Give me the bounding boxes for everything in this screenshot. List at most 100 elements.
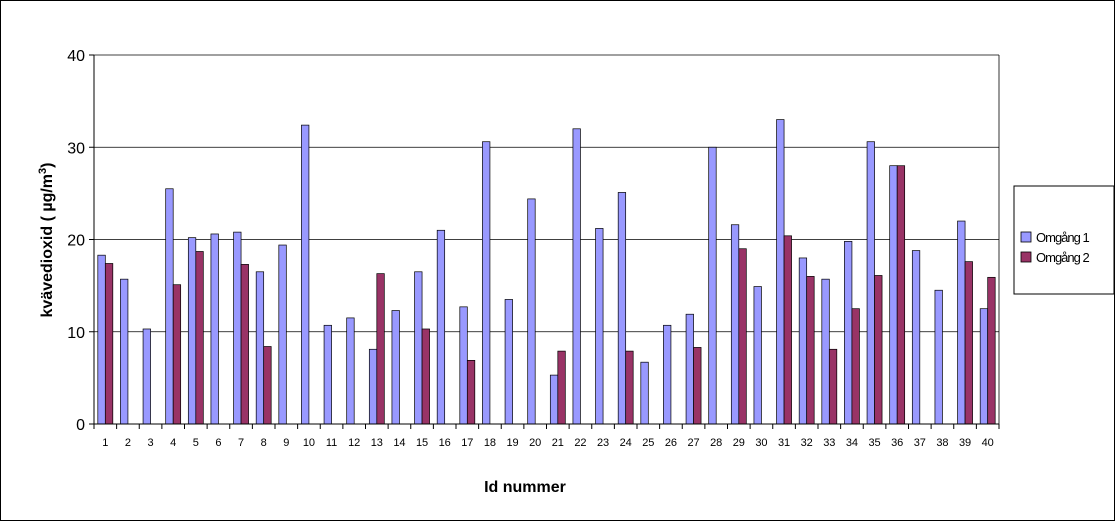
x-tick-label: 35	[868, 437, 880, 449]
bar-series-1-id-12	[346, 317, 355, 425]
bar-series-1-id-22	[572, 128, 581, 425]
bar-series-2-id-40	[987, 276, 996, 425]
x-tick-label: 33	[823, 437, 835, 449]
bar-series-2-id-36	[896, 165, 906, 425]
x-tick-label: 28	[710, 437, 722, 449]
y-axis-title: kvävedioxid ( µg/m3)	[37, 163, 56, 318]
bar-series-1-id-6	[210, 233, 219, 425]
bar-series-1-id-25	[640, 361, 649, 425]
y-tick-label: 20	[67, 233, 85, 250]
x-tick-label: 10	[303, 437, 315, 449]
x-tick-label: 15	[416, 437, 428, 449]
x-tick-label: 18	[484, 437, 496, 449]
bar-series-1-id-20	[527, 198, 536, 425]
bar-series-1-id-10	[301, 124, 310, 425]
bar-series-1-id-8	[255, 271, 265, 425]
x-tick-label: 6	[215, 437, 221, 449]
bar-series-2-id-24	[625, 350, 634, 425]
bar-series-1-id-36	[889, 165, 898, 425]
bar-series-1-id-39	[957, 220, 966, 425]
y-tick-label: 30	[67, 140, 85, 157]
x-tick-label: 3	[148, 437, 154, 449]
bar-series-2-id-1	[104, 263, 114, 425]
bar-series-2-id-15	[421, 328, 430, 425]
bar-series-1-id-32	[798, 257, 808, 425]
x-tick-label: 36	[891, 437, 903, 449]
bar-series-1-id-26	[663, 324, 672, 425]
x-tick-label: 11	[326, 437, 337, 449]
x-tick-label: 2	[125, 437, 131, 449]
y-axis-title-superscript: 3	[37, 168, 49, 174]
bar-series-1-id-28	[708, 146, 717, 425]
y-tick-label: 0	[76, 417, 85, 434]
x-tick-label: 27	[687, 437, 699, 449]
bar-series-1-id-1	[97, 254, 106, 425]
legend: Omgång 1 Omgång 2	[1013, 185, 1115, 295]
x-tick-label: 17	[461, 437, 473, 449]
bar-series-2-id-34	[851, 308, 860, 425]
bar-series-1-id-9	[278, 244, 287, 425]
y-tick-labels: 0 10 20 30 40	[67, 48, 85, 434]
bar-series-1-id-31	[776, 119, 785, 425]
x-tick-label: 13	[371, 437, 383, 449]
bar-series-1-id-2	[120, 278, 129, 425]
x-tick-label: 16	[439, 437, 451, 449]
bar-series-1-id-23	[595, 228, 604, 425]
legend-swatch-omgang-2	[1020, 251, 1032, 263]
x-tick-label: 37	[914, 437, 926, 449]
axes	[89, 54, 1000, 429]
x-tick-label: 29	[733, 437, 745, 449]
x-tick-label: 30	[755, 437, 767, 449]
bar-series-2-id-17	[466, 359, 476, 425]
bar-series-1-id-37	[911, 250, 921, 425]
x-tick-label: 19	[506, 437, 518, 449]
x-tick-label: 7	[238, 437, 244, 449]
bar-series-1-id-11	[323, 324, 332, 425]
bar-series-2-id-8	[263, 346, 272, 425]
bar-series-1-id-5	[187, 237, 197, 425]
legend-label-omgang-1: Omgång 1	[1036, 230, 1089, 245]
bar-series-1-id-30	[753, 286, 762, 425]
x-tick-label: 40	[982, 437, 994, 449]
x-tick-label: 5	[193, 437, 199, 449]
x-tick-label: 14	[393, 437, 405, 449]
bar-series-1-id-16	[436, 229, 446, 425]
x-tick-label: 26	[665, 437, 677, 449]
x-tick-label: 39	[959, 437, 971, 449]
bar-series-2-id-32	[806, 276, 815, 425]
legend-swatch-omgang-1	[1020, 231, 1032, 243]
y-tick-label: 40	[67, 48, 85, 65]
bar-series-1-id-13	[368, 348, 378, 425]
bar-series-1-id-7	[233, 231, 242, 425]
bar-series-1-id-35	[866, 141, 875, 425]
x-tick-label: 8	[261, 437, 267, 449]
bar-series-2-id-31	[783, 235, 792, 425]
bar-series-2-id-21	[557, 350, 566, 425]
bar-series-1-id-21	[549, 374, 559, 425]
bar-series-1-id-27	[685, 313, 694, 425]
x-tick-label: 22	[574, 437, 586, 449]
bar-series-2-id-7	[240, 264, 249, 425]
bar-series-1-id-38	[934, 289, 943, 425]
x-tick-label: 25	[642, 437, 654, 449]
x-tick-label: 21	[552, 437, 564, 449]
bar-series-1-id-24	[617, 192, 627, 425]
x-tick-label: 23	[597, 437, 609, 449]
y-axis-title-end: )	[39, 163, 56, 168]
x-tick-label: 12	[348, 437, 360, 449]
x-axis-title: Id nummer	[484, 479, 566, 496]
x-tick-label: 9	[283, 437, 289, 449]
x-tick-label: 34	[846, 437, 858, 449]
x-tick-label: 32	[801, 437, 813, 449]
y-tick-label: 10	[67, 325, 85, 342]
x-tick-label: 4	[170, 437, 176, 449]
bar-series-1-id-40	[979, 308, 989, 425]
bar-series-1-id-18	[482, 141, 491, 425]
x-tick-label: 31	[778, 437, 790, 449]
x-tick-label: 20	[529, 437, 541, 449]
bar-series-2-id-27	[693, 347, 702, 425]
gridlines	[94, 54, 999, 333]
bar-series-1-id-17	[459, 306, 468, 425]
bar-series-2-id-33	[828, 348, 838, 425]
